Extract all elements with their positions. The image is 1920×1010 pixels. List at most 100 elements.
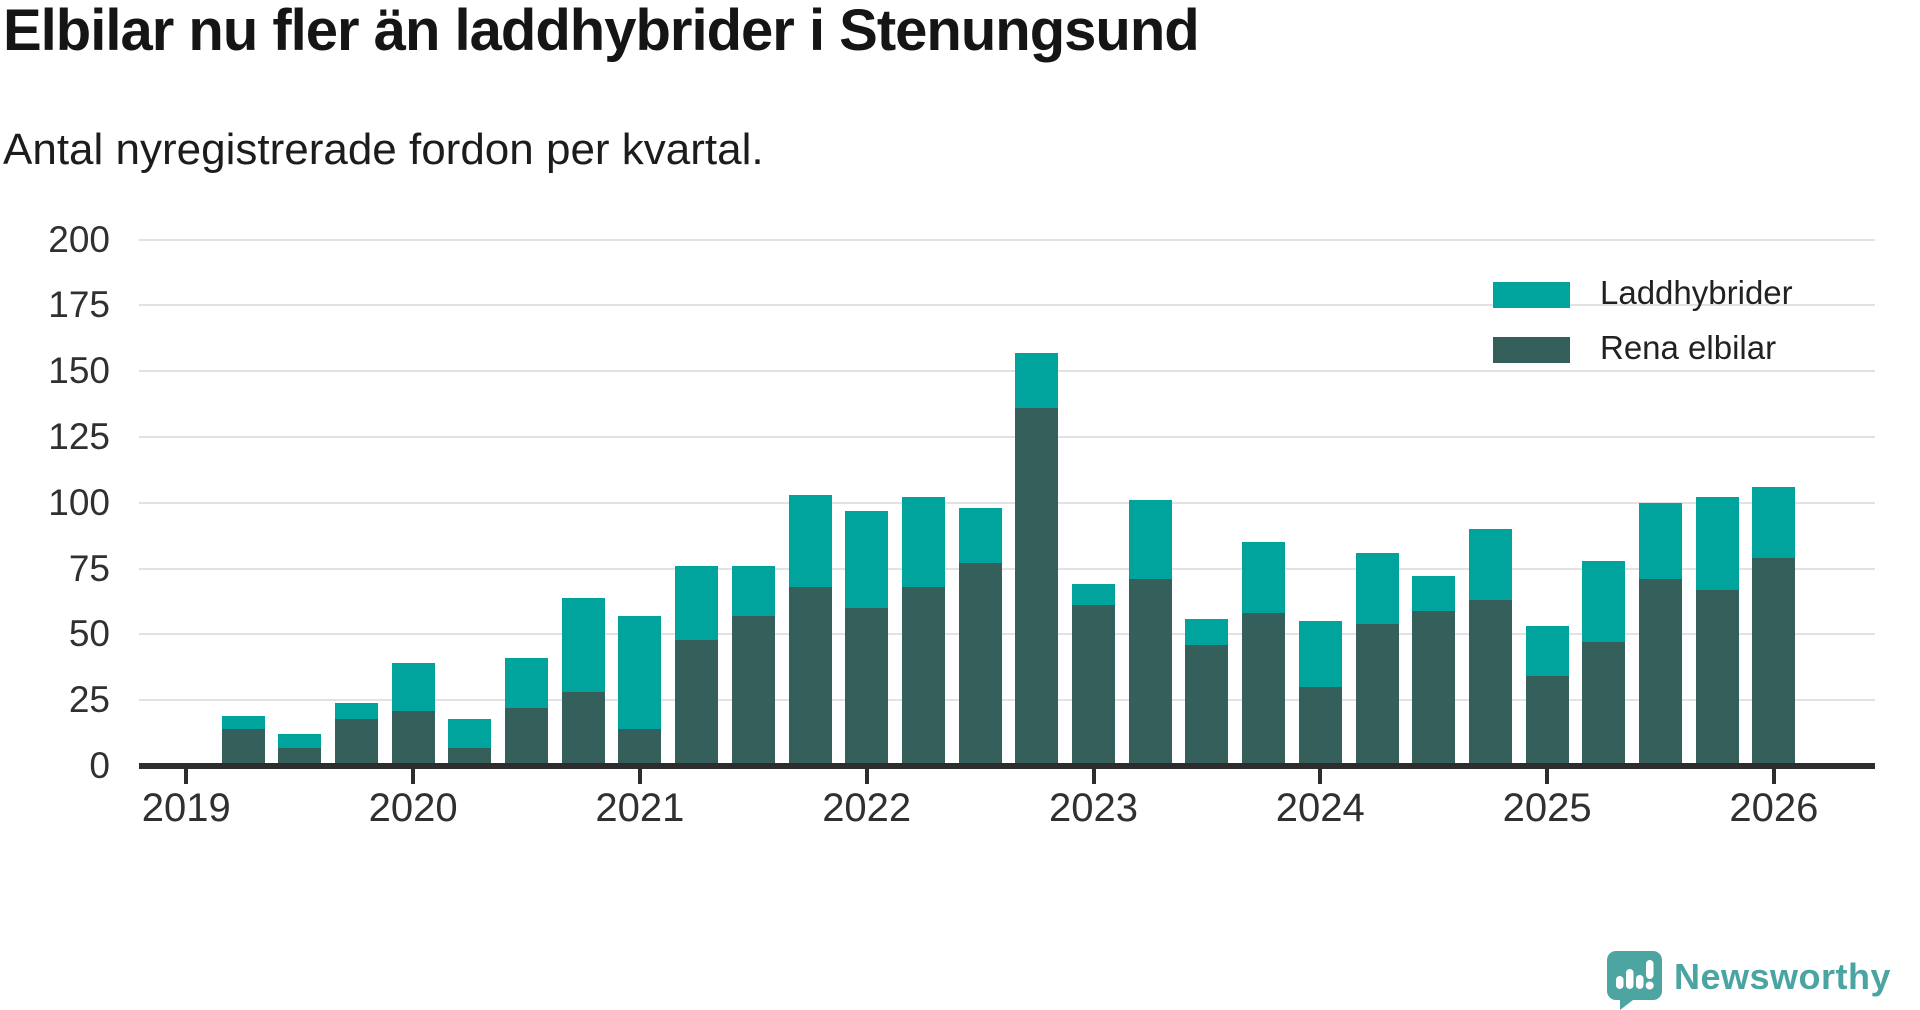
x-axis-tick bbox=[1091, 769, 1096, 784]
bar-segment-rena-elbilar bbox=[731, 615, 775, 766]
x-axis-tick bbox=[411, 769, 416, 784]
x-axis-tick bbox=[1545, 769, 1550, 784]
bar-segment-laddhybrider bbox=[391, 663, 435, 711]
bar-segment-rena-elbilar bbox=[1695, 589, 1739, 766]
gridline bbox=[139, 238, 1875, 241]
bar-segment-laddhybrider bbox=[1639, 502, 1682, 580]
bar-segment-rena-elbilar bbox=[505, 708, 548, 766]
bar-segment-rena-elbilar bbox=[1412, 610, 1456, 766]
gridline bbox=[139, 370, 1875, 373]
x-axis-label: 2026 bbox=[1729, 786, 1819, 830]
bar-segment-rena-elbilar bbox=[845, 608, 889, 766]
bar-segment-rena-elbilar bbox=[221, 729, 265, 766]
bar-segment-laddhybrider bbox=[1468, 529, 1512, 601]
x-axis-tick bbox=[1318, 769, 1323, 784]
gridline bbox=[139, 435, 1875, 438]
newsworthy-wordmark: Newsworthy bbox=[1674, 956, 1892, 997]
gridline bbox=[139, 699, 1875, 702]
x-axis-tick bbox=[1771, 769, 1776, 784]
bar-segment-rena-elbilar bbox=[1015, 407, 1059, 766]
bar-segment-rena-elbilar bbox=[1582, 642, 1626, 766]
bar-segment-laddhybrider bbox=[618, 615, 662, 730]
bar-segment-laddhybrider bbox=[1412, 576, 1456, 611]
bar-segment-laddhybrider bbox=[731, 565, 775, 616]
gridline bbox=[139, 304, 1875, 307]
gridline bbox=[139, 501, 1875, 504]
bar-segment-laddhybrider bbox=[505, 658, 548, 709]
bar-segment-rena-elbilar bbox=[1185, 644, 1229, 766]
x-axis-label: 2020 bbox=[368, 786, 458, 830]
bar-segment-rena-elbilar bbox=[278, 747, 322, 766]
y-axis-label: 25 bbox=[68, 679, 110, 721]
bar-segment-rena-elbilar bbox=[788, 586, 832, 766]
bar-segment-laddhybrider bbox=[1185, 618, 1229, 645]
bar-segment-rena-elbilar bbox=[1752, 558, 1796, 766]
bar-segment-rena-elbilar bbox=[675, 639, 719, 766]
y-axis-label: 200 bbox=[48, 218, 110, 260]
bar-segment-rena-elbilar bbox=[1072, 605, 1115, 766]
bar-segment-rena-elbilar bbox=[561, 692, 605, 766]
gridline bbox=[139, 567, 1875, 570]
bar-segment-laddhybrider bbox=[1355, 552, 1399, 624]
bar-segment-laddhybrider bbox=[1298, 621, 1342, 688]
bar-segment-rena-elbilar bbox=[618, 729, 662, 766]
legend-swatch-laddhybrider bbox=[1493, 282, 1570, 308]
bar-segment-rena-elbilar bbox=[448, 747, 492, 766]
bar-segment-laddhybrider bbox=[278, 734, 322, 748]
bar-segment-laddhybrider bbox=[448, 718, 492, 748]
x-axis-label: 2022 bbox=[822, 786, 912, 830]
bar-segment-laddhybrider bbox=[1752, 486, 1796, 559]
legend-label-laddhybrider: Laddhybrider bbox=[1600, 274, 1793, 311]
bar-segment-laddhybrider bbox=[845, 510, 889, 609]
bar-segment-laddhybrider bbox=[958, 508, 1002, 564]
bar-segment-laddhybrider bbox=[1128, 500, 1172, 580]
chart-title: Elbilar nu fler än laddhybrider i Stenun… bbox=[3, 0, 1200, 63]
bar-segment-rena-elbilar bbox=[334, 718, 378, 766]
bar-segment-laddhybrider bbox=[1015, 352, 1059, 408]
bar-segment-rena-elbilar bbox=[1242, 613, 1286, 766]
bar-segment-rena-elbilar bbox=[1468, 600, 1512, 766]
x-axis-tick bbox=[637, 769, 642, 784]
bar-segment-laddhybrider bbox=[561, 597, 605, 693]
bar-segment-rena-elbilar bbox=[958, 563, 1002, 766]
x-axis-tick bbox=[864, 769, 869, 784]
bar-segment-rena-elbilar bbox=[1128, 579, 1172, 766]
x-axis-label: 2025 bbox=[1502, 786, 1592, 830]
y-axis-label: 150 bbox=[48, 350, 110, 392]
bar-segment-laddhybrider bbox=[1072, 584, 1115, 606]
bar-segment-laddhybrider bbox=[221, 715, 265, 730]
bar-segment-laddhybrider bbox=[1695, 497, 1739, 590]
x-axis-label: 2023 bbox=[1049, 786, 1138, 830]
legend-label-rena-elbilar: Rena elbilar bbox=[1600, 329, 1777, 366]
y-axis-label: 100 bbox=[48, 481, 110, 523]
bar-segment-laddhybrider bbox=[788, 494, 832, 587]
x-axis-label: 2024 bbox=[1275, 786, 1365, 830]
bar-segment-laddhybrider bbox=[334, 702, 378, 719]
y-axis-label: 175 bbox=[48, 284, 110, 326]
bar-segment-rena-elbilar bbox=[901, 586, 945, 766]
x-axis-label: 2019 bbox=[141, 786, 231, 830]
newsworthy-icon bbox=[1606, 950, 1664, 1010]
x-axis-label: 2021 bbox=[595, 786, 685, 830]
bar-segment-laddhybrider bbox=[1582, 560, 1626, 643]
bar-segment-laddhybrider bbox=[1525, 626, 1569, 677]
bar-segment-laddhybrider bbox=[901, 497, 945, 587]
x-axis-line bbox=[139, 763, 1875, 769]
y-axis-label: 75 bbox=[68, 547, 110, 589]
y-axis-label: 0 bbox=[89, 745, 110, 786]
legend-swatch-rena-elbilar bbox=[1493, 337, 1570, 363]
y-axis-label: 125 bbox=[48, 415, 110, 457]
bar-segment-rena-elbilar bbox=[391, 710, 435, 766]
bar-segment-laddhybrider bbox=[1242, 542, 1286, 614]
bar-segment-rena-elbilar bbox=[1639, 579, 1682, 766]
y-axis-label: 50 bbox=[68, 613, 110, 655]
x-axis-tick bbox=[184, 769, 189, 784]
gridline bbox=[139, 633, 1875, 636]
bar-segment-laddhybrider bbox=[675, 565, 719, 640]
bar-segment-rena-elbilar bbox=[1355, 623, 1399, 766]
chart-subtitle: Antal nyregistrerade fordon per kvartal. bbox=[3, 125, 764, 174]
bar-segment-rena-elbilar bbox=[1525, 676, 1569, 766]
bar-segment-rena-elbilar bbox=[1298, 687, 1342, 766]
